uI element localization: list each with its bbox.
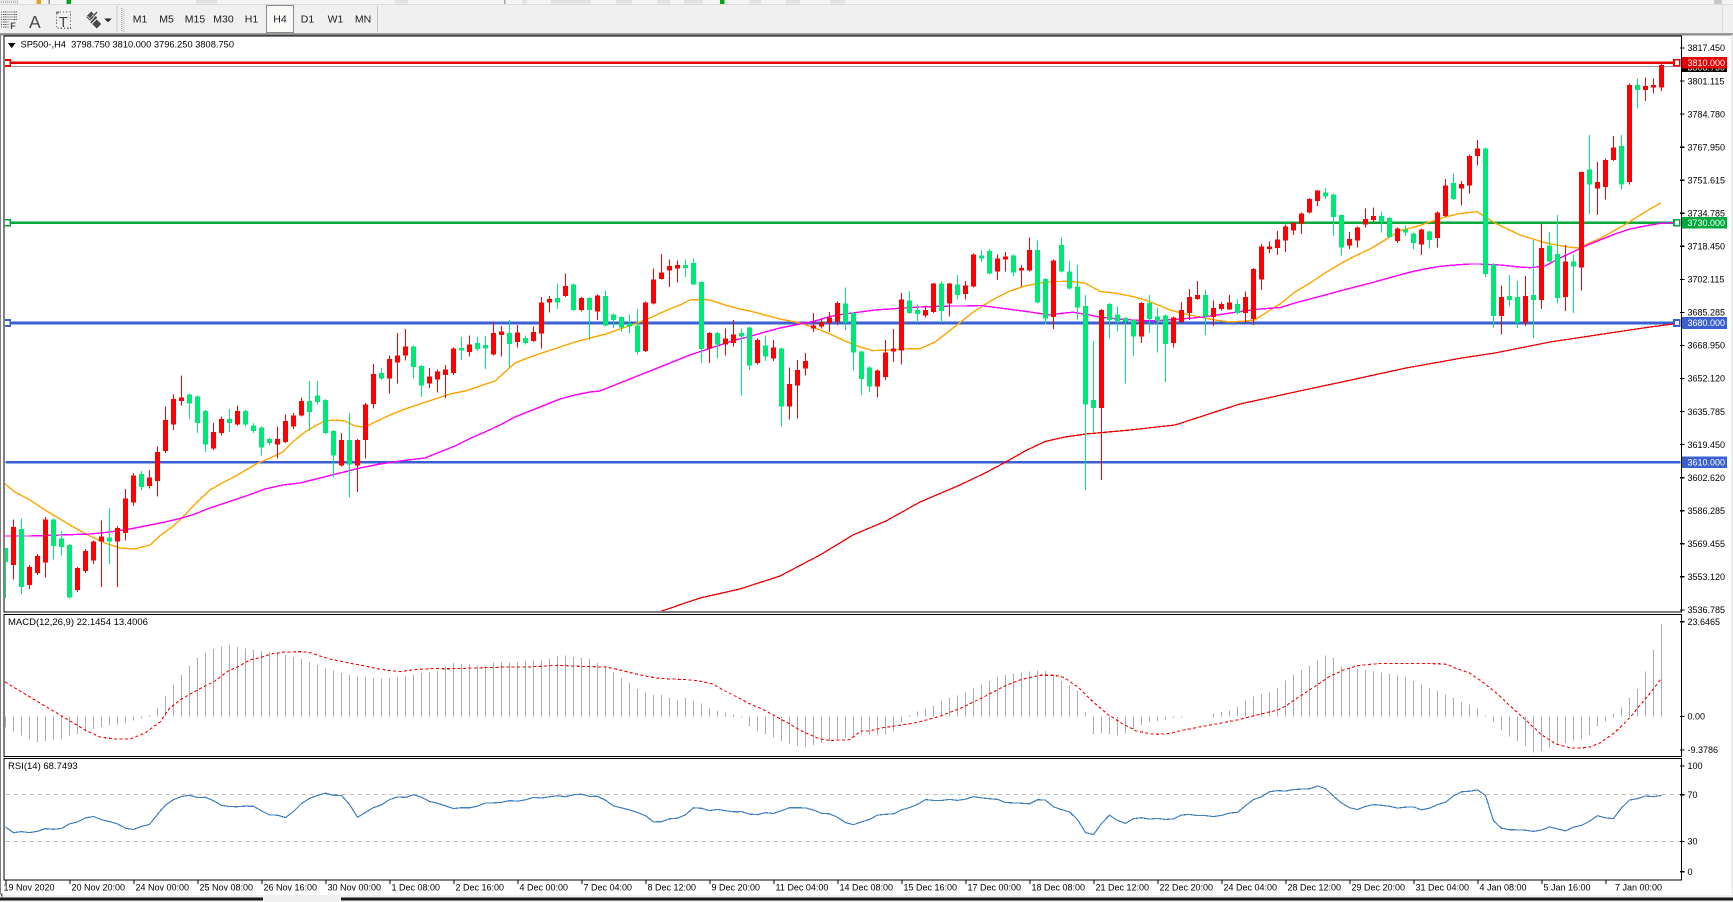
svg-text:4 Jan 08:00: 4 Jan 08:00	[1480, 883, 1527, 893]
svg-text:0: 0	[1688, 867, 1693, 877]
svg-text:M30: M30	[213, 13, 234, 25]
svg-text:3810.000: 3810.000	[1688, 58, 1726, 68]
svg-text:30: 30	[1688, 837, 1698, 847]
svg-text:3610.000: 3610.000	[1688, 458, 1726, 468]
svg-text:3767.950: 3767.950	[1688, 142, 1726, 152]
svg-text:2 Dec 16:00: 2 Dec 16:00	[456, 883, 505, 893]
svg-text:70: 70	[1688, 790, 1698, 800]
svg-text:29 Dec 20:00: 29 Dec 20:00	[1352, 883, 1406, 893]
svg-text:3784.780: 3784.780	[1688, 109, 1726, 119]
svg-text:7 Jan 00:00: 7 Jan 00:00	[1615, 883, 1662, 893]
svg-text:23.6465: 23.6465	[1688, 617, 1721, 627]
svg-text:7 Dec 04:00: 7 Dec 04:00	[584, 883, 633, 893]
svg-text:3668.950: 3668.950	[1688, 341, 1726, 351]
svg-text:H4: H4	[273, 13, 287, 25]
svg-text:5 Jan 16:00: 5 Jan 16:00	[1544, 883, 1591, 893]
svg-text:31 Dec 04:00: 31 Dec 04:00	[1416, 883, 1470, 893]
svg-text:MN: MN	[355, 13, 371, 25]
svg-text:3619.450: 3619.450	[1688, 440, 1726, 450]
svg-text:M15: M15	[185, 13, 206, 25]
svg-text:3586.285: 3586.285	[1688, 506, 1726, 516]
svg-text:MACD(12,26,9) 22.1454 13.4006: MACD(12,26,9) 22.1454 13.4006	[8, 617, 148, 628]
svg-text:-9.3786: -9.3786	[1688, 745, 1719, 755]
svg-text:30 Nov 00:00: 30 Nov 00:00	[328, 883, 382, 893]
svg-text:21 Dec 12:00: 21 Dec 12:00	[1096, 883, 1150, 893]
svg-text:1 Dec 08:00: 1 Dec 08:00	[392, 883, 441, 893]
svg-text:RSI(14) 68.7493: RSI(14) 68.7493	[8, 761, 78, 772]
svg-text:W1: W1	[328, 13, 344, 25]
svg-text:0.00: 0.00	[1688, 712, 1706, 722]
svg-text:100: 100	[1688, 761, 1703, 771]
svg-text:F: F	[10, 21, 16, 31]
svg-text:26 Nov 16:00: 26 Nov 16:00	[264, 883, 318, 893]
svg-text:28 Dec 12:00: 28 Dec 12:00	[1288, 883, 1342, 893]
svg-text:24 Nov 00:00: 24 Nov 00:00	[136, 883, 190, 893]
svg-text:3702.115: 3702.115	[1688, 275, 1725, 285]
svg-text:T: T	[59, 14, 68, 31]
svg-text:9 Dec 20:00: 9 Dec 20:00	[712, 883, 761, 893]
svg-text:D1: D1	[301, 13, 315, 25]
svg-text:H1: H1	[245, 13, 259, 25]
svg-text:4 Dec 00:00: 4 Dec 00:00	[520, 883, 569, 893]
svg-text:3817.450: 3817.450	[1688, 43, 1726, 53]
svg-text:19 Nov 2020: 19 Nov 2020	[4, 883, 55, 893]
svg-text:3569.455: 3569.455	[1688, 539, 1726, 549]
svg-text:14 Dec 08:00: 14 Dec 08:00	[840, 883, 894, 893]
svg-text:3602.620: 3602.620	[1688, 473, 1726, 483]
svg-text:SP500-,H4 3798.750 3810.000 3: SP500-,H4 3798.750 3810.000 3796.250 380…	[21, 40, 235, 50]
svg-text:25 Nov 08:00: 25 Nov 08:00	[200, 883, 254, 893]
svg-text:3730.000: 3730.000	[1688, 218, 1726, 228]
svg-text:3801.115: 3801.115	[1688, 76, 1725, 86]
svg-text:3751.615: 3751.615	[1688, 175, 1726, 185]
svg-text:17 Dec 00:00: 17 Dec 00:00	[968, 883, 1022, 893]
svg-text:3685.285: 3685.285	[1688, 308, 1726, 318]
svg-text:18 Dec 08:00: 18 Dec 08:00	[1032, 883, 1086, 893]
svg-text:11 Dec 04:00: 11 Dec 04:00	[776, 883, 829, 893]
svg-text:15 Dec 16:00: 15 Dec 16:00	[904, 883, 958, 893]
svg-text:3718.450: 3718.450	[1688, 242, 1726, 252]
svg-text:3635.785: 3635.785	[1688, 407, 1726, 417]
svg-text:20 Nov 20:00: 20 Nov 20:00	[72, 883, 126, 893]
svg-text:3652.120: 3652.120	[1688, 374, 1726, 384]
svg-text:22 Dec 20:00: 22 Dec 20:00	[1160, 883, 1214, 893]
svg-text:3536.785: 3536.785	[1688, 605, 1726, 615]
svg-text:M5: M5	[159, 13, 174, 25]
svg-text:A: A	[29, 12, 41, 32]
svg-text:3734.785: 3734.785	[1688, 208, 1726, 218]
svg-text:3680.000: 3680.000	[1688, 318, 1726, 328]
svg-text:8 Dec 12:00: 8 Dec 12:00	[648, 883, 697, 893]
svg-text:3553.120: 3553.120	[1688, 572, 1726, 582]
svg-text:24 Dec 04:00: 24 Dec 04:00	[1224, 883, 1278, 893]
svg-text:M1: M1	[133, 13, 148, 25]
